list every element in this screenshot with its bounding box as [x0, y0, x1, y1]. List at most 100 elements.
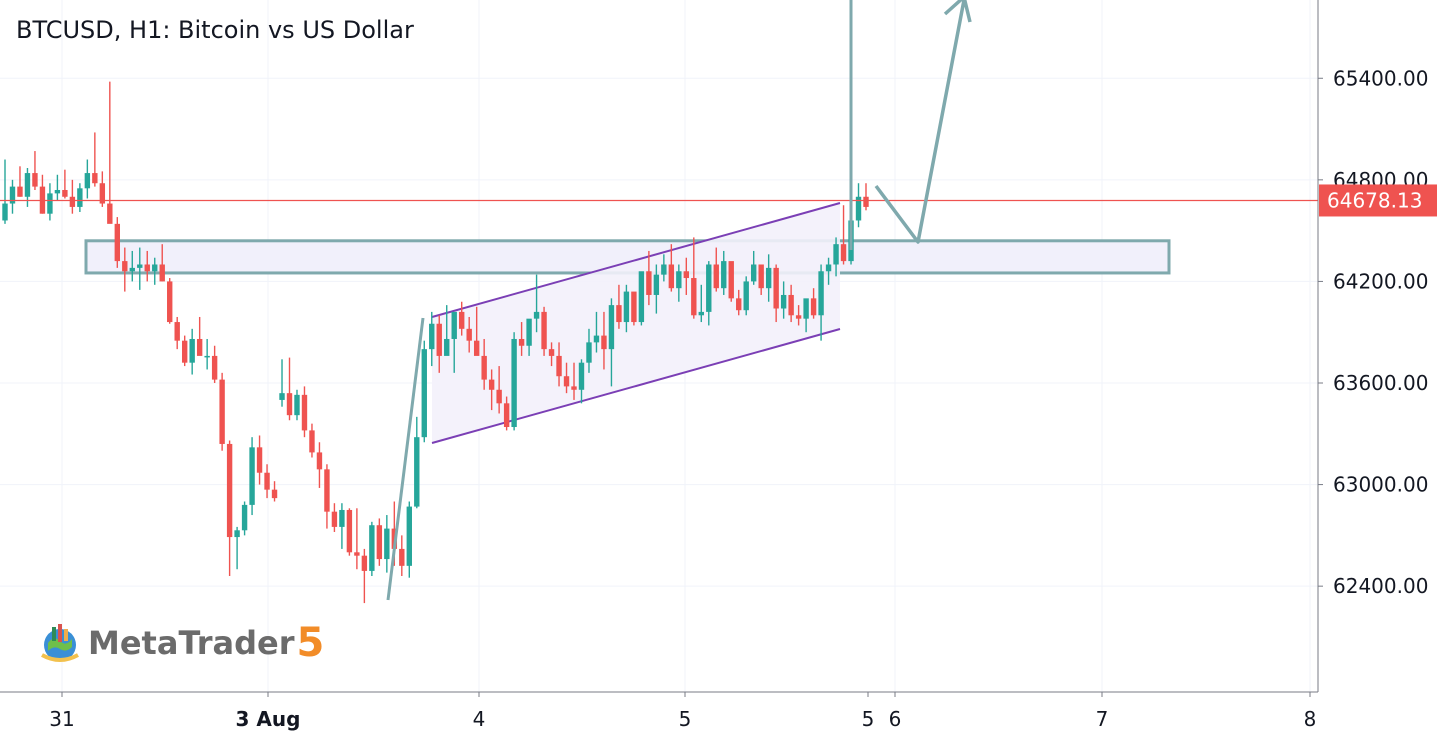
candle-body: [526, 318, 532, 346]
candle-body: [256, 447, 263, 473]
chart-title: BTCUSD, H1: Bitcoin vs US Dollar: [16, 16, 414, 44]
metatrader-globe-icon: [41, 624, 79, 662]
candle-body: [264, 472, 270, 490]
candle-body: [698, 311, 704, 316]
candle-body: [369, 525, 375, 571]
candle-body: [488, 379, 495, 390]
candle-body: [855, 196, 862, 221]
time-tick-label: 31: [49, 707, 74, 731]
projection-arrow: [874, 0, 966, 244]
candle-body: [780, 294, 787, 309]
candle-body: [107, 203, 113, 224]
candle-body: [167, 281, 173, 323]
candle-body: [601, 335, 607, 350]
price-tick-label: 64200.00: [1333, 269, 1428, 293]
candle-body: [122, 261, 128, 272]
candle-body: [399, 548, 405, 566]
candle-body: [773, 267, 779, 309]
candle-body: [84, 173, 91, 189]
logo-text: MetaTrader: [88, 624, 295, 662]
candle-body: [69, 196, 76, 207]
candle-body: [9, 186, 16, 204]
candle-body: [721, 261, 727, 289]
candle-body: [226, 443, 233, 538]
candle-body: [414, 437, 420, 507]
candle-body: [713, 264, 719, 289]
channel-layer: [431, 202, 841, 444]
candle-body: [578, 362, 585, 390]
candle-body: [653, 274, 660, 295]
candle-body: [646, 271, 652, 295]
candle-body: [331, 511, 338, 527]
candle-body: [181, 340, 188, 363]
grid: [0, 0, 1318, 692]
candle-body: [137, 264, 143, 268]
candle-body: [324, 469, 330, 512]
candle-body: [294, 394, 300, 416]
candle-body: [728, 261, 734, 299]
candle-body: [421, 349, 427, 438]
drawings-layer: [0, 0, 1318, 601]
candle-body: [99, 183, 106, 204]
time-tick-label: 6: [889, 707, 902, 731]
candle-body: [631, 291, 637, 323]
candle-body: [518, 338, 525, 346]
candle-body: [473, 340, 480, 356]
time-tick-label: 8: [1304, 707, 1317, 731]
candle-body: [459, 311, 465, 329]
candle-body: [765, 267, 772, 289]
current-price-label: 64678.13: [1327, 188, 1422, 212]
candle-body: [503, 403, 510, 428]
candle-body: [54, 189, 61, 194]
candle-body: [795, 315, 802, 319]
impulse-line: [386, 317, 425, 601]
candle-body: [17, 186, 23, 197]
candle-body: [316, 452, 323, 470]
candle-body: [548, 349, 555, 356]
price-tick-label: 62400.00: [1333, 574, 1428, 598]
candle-body: [129, 267, 135, 272]
candle-body: [661, 264, 667, 275]
projection-arrowhead: [943, 0, 972, 23]
candle-body: [556, 355, 562, 377]
candle-body: [511, 338, 517, 428]
candle-body: [825, 264, 832, 272]
candle-body: [751, 264, 757, 282]
candle-body: [608, 305, 615, 350]
candle-body: [62, 189, 68, 197]
candle-body: [788, 294, 794, 316]
candle-body: [743, 281, 749, 311]
channel-lower-line: [431, 328, 841, 444]
candles: [2, 81, 869, 604]
current-price-badge: [1319, 184, 1437, 217]
candle-body: [668, 264, 675, 289]
candle-body: [354, 552, 360, 556]
candle-body: [174, 322, 180, 341]
candle-body: [406, 506, 412, 566]
candle-body: [286, 393, 293, 416]
candle-body: [706, 264, 712, 312]
candle-body: [196, 338, 203, 356]
candle-body: [47, 193, 53, 214]
time-tick-label: 7: [1096, 707, 1109, 731]
candle-body: [863, 196, 869, 207]
channel-fill: [432, 203, 840, 443]
candle-body: [533, 311, 540, 319]
candle-body: [616, 305, 622, 323]
candle-body: [189, 338, 195, 363]
candle-body: [638, 271, 645, 323]
candle-body: [481, 355, 487, 380]
candle-body: [144, 264, 150, 272]
candle-body: [279, 393, 285, 400]
candle-body: [376, 525, 383, 560]
candle-body: [2, 203, 8, 221]
candle-body: [241, 504, 248, 531]
price-tick-label: 63600.00: [1333, 371, 1428, 395]
candle-body: [833, 244, 839, 265]
candle-body: [444, 338, 450, 356]
candle-body: [683, 271, 690, 279]
candle-body: [204, 355, 210, 358]
candle-body: [24, 173, 31, 197]
candle-body: [541, 311, 547, 350]
